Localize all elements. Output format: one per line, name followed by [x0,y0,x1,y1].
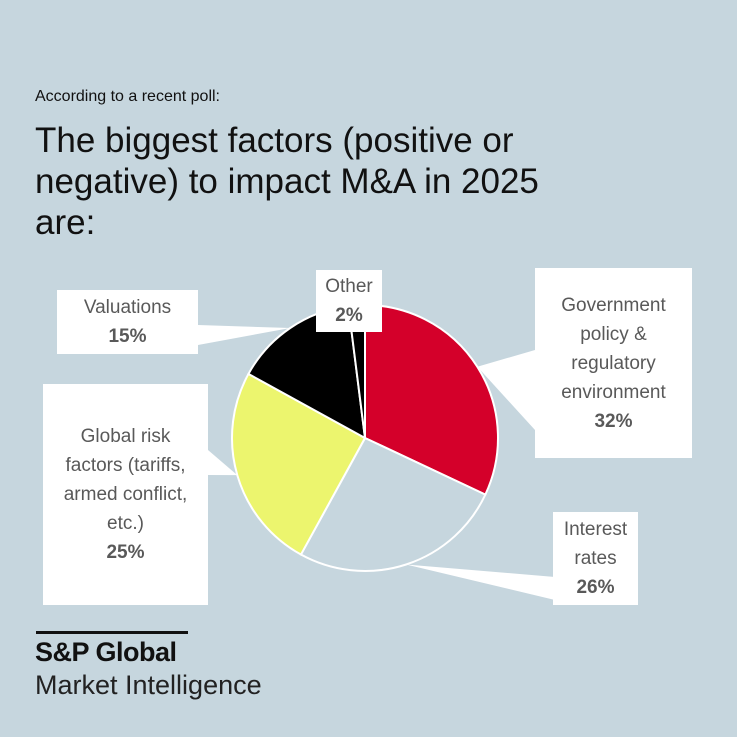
callout-label: environment [561,381,666,403]
pie-slice-government-policy-regulatory-environment [364,303,499,496]
callout-label: armed conflict, [63,484,188,505]
callout-label: policy & [580,323,647,345]
callout-label: Global risk [80,426,171,447]
callout-value: 25% [106,542,145,563]
callout-other: Other 2% [316,270,382,332]
callout-label: Government [561,294,666,316]
callout-label: Interest [563,519,628,540]
callout-leader [208,450,238,476]
callout-government-policy: Government policy & regulatory environme… [535,268,692,458]
intro-text: According to a recent poll: [35,88,220,105]
logo-subtitle: Market Intelligence [35,670,262,700]
chart-title: The biggest factors (positive or negativ… [35,121,539,242]
callout-value: 15% [108,326,147,347]
callout-label: Valuations [83,297,172,318]
callout-leader [477,350,535,430]
logo-rule [36,631,188,634]
callout-global-risk: Global risk factors (tariffs, armed conf… [43,384,208,605]
callout-label: factors (tariffs, [65,455,186,476]
callout-label: regulatory [571,352,656,374]
callout-value: 32% [594,410,633,432]
callout-value: 2% [335,305,363,326]
callout-interest-rates: Interest rates 26% [553,512,638,605]
callout-label: etc.) [107,513,144,534]
callout-leader [198,325,291,345]
pie-slice-global-risk-factors-tariffs-armed-conflict-etc [231,372,367,556]
callout-valuations: Valuations 15% [57,290,198,354]
callout-leader [406,564,555,600]
callout-label: Other [325,276,373,297]
logo-brand: S&P Global [35,637,177,667]
callout-label: rates [574,548,617,569]
callout-value: 26% [576,577,615,598]
